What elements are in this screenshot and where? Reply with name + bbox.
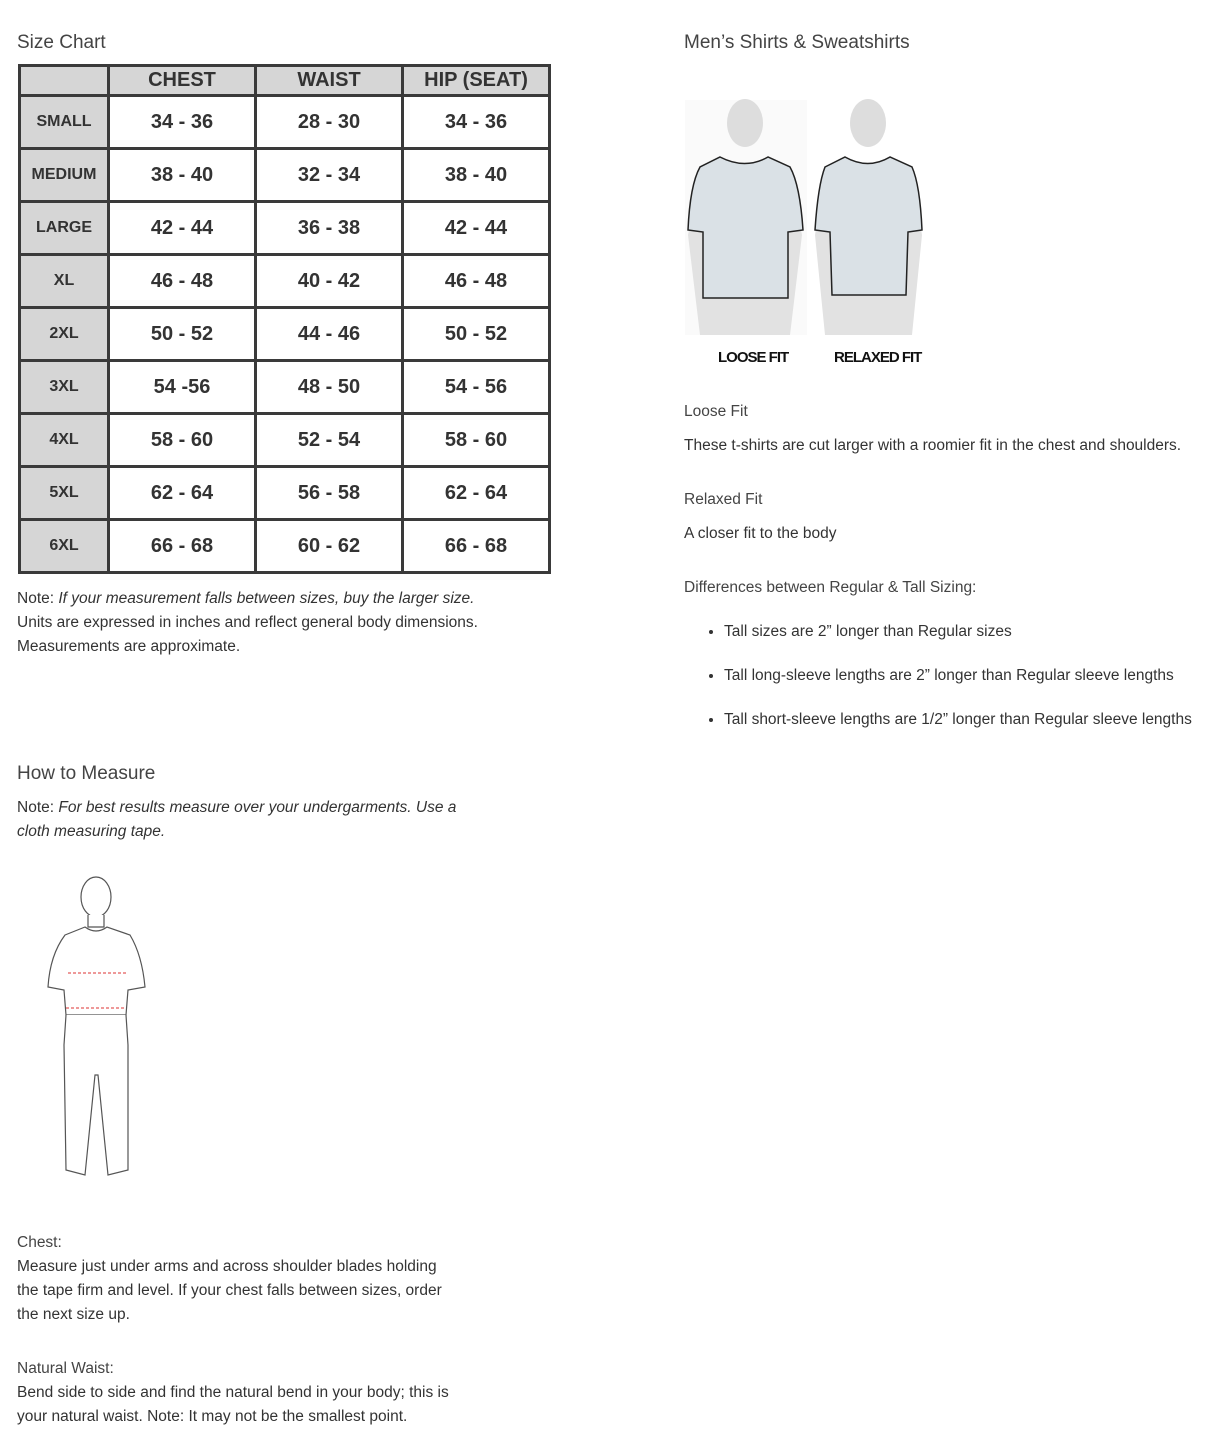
waist-cell: 60 - 62 [254, 518, 404, 574]
header-corner [18, 64, 110, 97]
chest-cell: 46 - 48 [107, 253, 257, 309]
waist-cell: 36 - 38 [254, 200, 404, 256]
size-cell: 5XL [18, 465, 110, 521]
waist-cell: 56 - 58 [254, 465, 404, 521]
size-chart-title: Size Chart [17, 32, 106, 53]
chest-cell: 38 - 40 [107, 147, 257, 203]
waist-cell: 44 - 46 [254, 306, 404, 362]
chest-title: Chest: [17, 1234, 62, 1251]
table-row: 3XL 54 -56 48 - 50 54 - 56 [18, 359, 551, 415]
hip-cell: 66 - 68 [401, 518, 551, 574]
how-to-measure-title: How to Measure [17, 763, 156, 784]
table-row: MEDIUM 38 - 40 32 - 34 38 - 40 [18, 147, 551, 203]
chest-cell: 66 - 68 [107, 518, 257, 574]
note-label: Note: [147, 1408, 185, 1425]
header-chest: CHEST [107, 64, 257, 97]
chest-cell: 34 - 36 [107, 94, 257, 150]
hip-cell: 54 - 56 [401, 359, 551, 415]
table-row: 2XL 50 - 52 44 - 46 50 - 52 [18, 306, 551, 362]
waist-note-text: It may not be the smallest point. [188, 1408, 408, 1425]
waist-desc-text: Bend side to side and find the natural b… [17, 1384, 449, 1425]
size-cell: XL [18, 253, 110, 309]
waist-title: Natural Waist: [17, 1360, 114, 1377]
relaxed-fit-desc: A closer fit to the body [684, 525, 837, 542]
size-cell: 6XL [18, 518, 110, 574]
size-chart-table: CHEST WAIST HIP (SEAT) SMALL 34 - 36 28 - … [18, 64, 551, 574]
header-hip: HIP (SEAT) [401, 64, 551, 97]
note-italic: If your measurement falls between sizes,… [58, 590, 475, 607]
loose-fit-label: LOOSE FIT [718, 349, 789, 366]
loose-fit-figure [685, 99, 807, 335]
table-row: 6XL 66 - 68 60 - 62 66 - 68 [18, 518, 551, 574]
hip-cell: 58 - 60 [401, 412, 551, 468]
loose-fit-title: Loose Fit [684, 403, 748, 420]
chest-cell: 58 - 60 [107, 412, 257, 468]
waist-cell: 40 - 42 [254, 253, 404, 309]
relaxed-fit-label: RELAXED FIT [834, 349, 922, 366]
fit-illustration [685, 99, 923, 335]
table-row: LARGE 42 - 44 36 - 38 42 - 44 [18, 200, 551, 256]
measure-figure-illustration [47, 876, 146, 1176]
hip-cell: 42 - 44 [401, 200, 551, 256]
note-label: Note: [17, 590, 55, 607]
size-cell: SMALL [18, 94, 110, 150]
hip-cell: 46 - 48 [401, 253, 551, 309]
chest-cell: 42 - 44 [107, 200, 257, 256]
chest-cell: 62 - 64 [107, 465, 257, 521]
note-line-3: Measurements are approximate. [17, 638, 241, 655]
table-row: 4XL 58 - 60 52 - 54 58 - 60 [18, 412, 551, 468]
relaxed-fit-title: Relaxed Fit [684, 491, 763, 508]
waist-cell: 32 - 34 [254, 147, 404, 203]
measure-note: Note: For best results measure over your… [17, 796, 457, 844]
size-cell: 3XL [18, 359, 110, 415]
size-cell: 4XL [18, 412, 110, 468]
hip-cell: 34 - 36 [401, 94, 551, 150]
table-header-row: CHEST WAIST HIP (SEAT) [18, 64, 551, 97]
hip-cell: 62 - 64 [401, 465, 551, 521]
size-cell: MEDIUM [18, 147, 110, 203]
note-label: Note: [17, 799, 55, 816]
hip-cell: 50 - 52 [401, 306, 551, 362]
note-line-2: Units are expressed in inches and reflec… [17, 614, 478, 631]
relaxed-fit-figure [814, 99, 923, 335]
chest-cell: 54 -56 [107, 359, 257, 415]
note-italic: For best results measure over your under… [17, 799, 457, 840]
waist-desc: Bend side to side and find the natural b… [17, 1381, 457, 1429]
size-chart-note: Note: If your measurement falls between … [17, 587, 517, 659]
list-item: Tall short-sleeve lengths are 1/2” longe… [724, 698, 1192, 742]
list-item: Tall sizes are 2” longer than Regular si… [724, 610, 1192, 654]
table-row: XL 46 - 48 40 - 42 46 - 48 [18, 253, 551, 309]
waist-cell: 48 - 50 [254, 359, 404, 415]
hip-cell: 38 - 40 [401, 147, 551, 203]
size-cell: 2XL [18, 306, 110, 362]
sizing-diff-title: Differences between Regular & Tall Sizin… [684, 579, 977, 596]
table-row: SMALL 34 - 36 28 - 30 34 - 36 [18, 94, 551, 150]
chest-desc: Measure just under arms and across shoul… [17, 1258, 442, 1323]
sizing-diff-list: Tall sizes are 2” longer than Regular si… [684, 610, 1192, 742]
waist-cell: 28 - 30 [254, 94, 404, 150]
table-row: 5XL 62 - 64 56 - 58 62 - 64 [18, 465, 551, 521]
fit-title: Men’s Shirts & Sweatshirts [684, 32, 910, 53]
header-waist: WAIST [254, 64, 404, 97]
list-item: Tall long-sleeve lengths are 2” longer t… [724, 654, 1192, 698]
waist-cell: 52 - 54 [254, 412, 404, 468]
loose-fit-desc: These t-shirts are cut larger with a roo… [684, 437, 1182, 454]
chest-cell: 50 - 52 [107, 306, 257, 362]
size-cell: LARGE [18, 200, 110, 256]
